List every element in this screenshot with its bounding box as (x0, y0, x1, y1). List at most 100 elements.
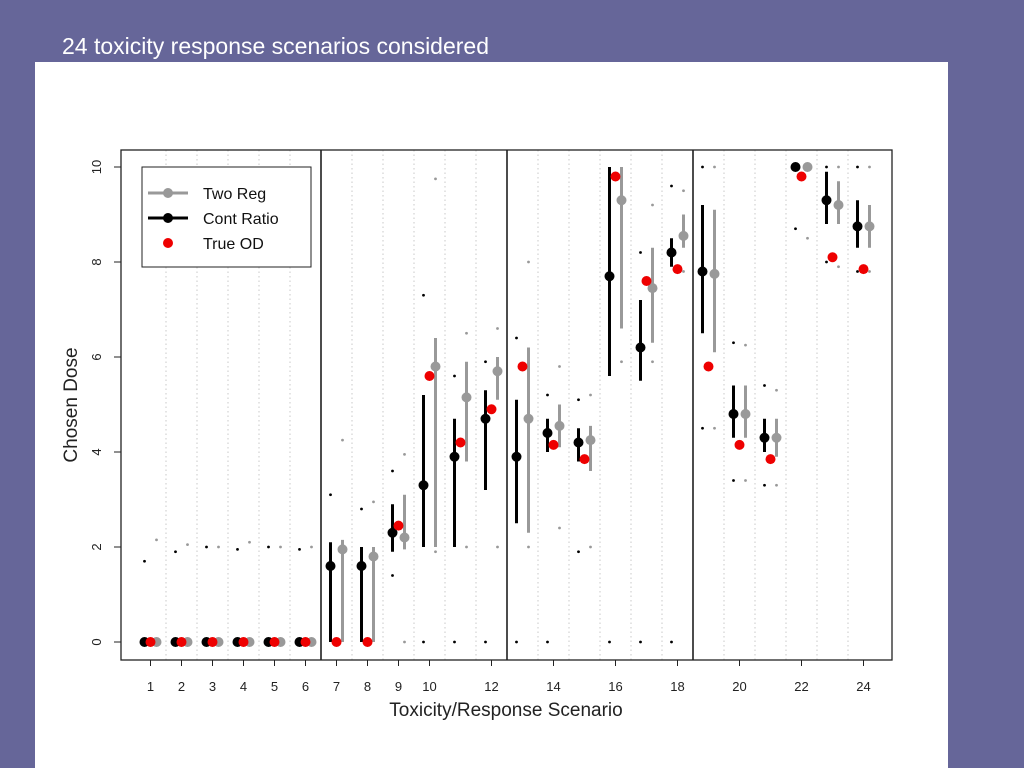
true-od-point (641, 276, 652, 286)
cont-ratio-min-mark (670, 640, 673, 644)
y-tick-label: 0 (89, 638, 104, 645)
two-reg-point (802, 162, 813, 172)
cont-ratio-point (325, 561, 336, 571)
true-od-point (269, 637, 280, 647)
legend-label-two-reg: Two Reg (203, 186, 266, 203)
cont-ratio-point (759, 432, 770, 443)
cont-ratio-min-mark (422, 640, 425, 644)
two-reg-point (864, 221, 875, 232)
cont-ratio-point (542, 428, 553, 438)
y-tick-label: 10 (89, 160, 104, 174)
legend-label-cont-ratio: Cont Ratio (203, 211, 279, 228)
cont-ratio-min-mark (794, 227, 797, 231)
two-reg-max-mark (465, 331, 468, 335)
x-tick-label: 2 (178, 679, 185, 694)
cont-ratio-min-mark (391, 574, 394, 577)
cont-ratio-point (821, 195, 832, 206)
two-reg-max-mark (279, 545, 282, 549)
two-reg-min-mark (868, 270, 871, 273)
true-od-point (207, 637, 218, 647)
two-reg-min-mark (713, 426, 716, 430)
true-od-point (548, 439, 559, 450)
two-reg-point (554, 420, 565, 431)
cont-ratio-point (387, 527, 398, 538)
x-tick-label: 18 (670, 679, 684, 694)
true-od-point (765, 454, 776, 465)
two-reg-max-mark (248, 540, 251, 544)
y-axis-title: Chosen Dose (61, 347, 82, 462)
cont-ratio-max-mark (484, 360, 487, 364)
cont-ratio-point (511, 451, 522, 462)
two-reg-max-mark (341, 438, 344, 442)
cont-ratio-min-mark (205, 545, 208, 549)
legend-marker-true-od (163, 238, 173, 248)
two-reg-max-mark (682, 189, 685, 193)
cont-ratio-max-mark (701, 165, 704, 169)
cont-ratio-point (573, 437, 584, 448)
two-reg-point (647, 283, 658, 294)
two-reg-point (461, 392, 472, 403)
two-reg-min-mark (496, 545, 499, 549)
cont-ratio-min-mark (298, 547, 301, 551)
x-tick-label: 8 (364, 679, 371, 694)
two-reg-min-mark (403, 640, 406, 644)
two-reg-point (833, 200, 844, 210)
two-reg-point (492, 366, 503, 377)
x-tick-label: 10 (422, 679, 436, 694)
cont-ratio-min-mark (732, 479, 735, 482)
two-reg-point (585, 435, 596, 446)
true-od-point (517, 361, 528, 372)
x-tick-label: 20 (732, 679, 746, 694)
true-od-point (486, 404, 497, 415)
x-tick-label: 22 (794, 679, 808, 694)
two-reg-max-mark (558, 365, 561, 368)
cont-ratio-min-mark (360, 507, 363, 511)
cont-ratio-min-mark (639, 640, 642, 644)
two-reg-min-mark (434, 550, 437, 554)
two-reg-point (771, 432, 782, 443)
two-reg-point (368, 551, 379, 562)
two-reg-point (337, 544, 348, 555)
cont-ratio-point (449, 451, 460, 462)
cont-ratio-point (604, 271, 615, 282)
cont-ratio-max-mark (422, 293, 425, 297)
x-tick-label: 12 (484, 679, 498, 694)
cont-ratio-max-mark (453, 374, 456, 378)
cont-ratio-max-mark (639, 251, 642, 254)
two-reg-min-mark (806, 236, 809, 240)
cont-ratio-min-mark (763, 483, 766, 487)
legend-marker-two-reg (163, 188, 173, 198)
two-reg-max-mark (868, 165, 871, 169)
legend: Two Reg Cont Ratio True OD (141, 166, 312, 268)
two-reg-point (523, 413, 534, 424)
y-tick-label: 2 (89, 543, 104, 550)
marks-layer (139, 162, 875, 647)
x-tick-label: 24 (856, 679, 870, 694)
true-od-point (362, 637, 373, 647)
cont-ratio-min-mark (825, 260, 828, 264)
two-reg-max-mark (310, 545, 313, 549)
cont-ratio-max-mark (825, 165, 828, 169)
cont-ratio-min-mark (577, 550, 580, 554)
legend-label-true-od: True OD (203, 236, 264, 253)
x-tick-label: 9 (395, 679, 402, 694)
two-reg-min-mark (620, 360, 623, 364)
two-reg-max-mark (372, 500, 375, 504)
cont-ratio-point (356, 561, 367, 571)
true-od-point (300, 637, 311, 647)
y-tick-label: 4 (89, 448, 104, 455)
cont-ratio-max-mark (391, 469, 394, 473)
cont-ratio-min-mark (236, 547, 239, 551)
grid-layer (165, 150, 849, 660)
two-reg-min-mark (744, 479, 747, 482)
two-reg-min-mark (837, 265, 840, 269)
cont-ratio-max-mark (856, 165, 859, 169)
true-od-point (579, 454, 590, 465)
two-reg-max-mark (775, 388, 778, 392)
x-tick-label: 14 (546, 679, 560, 694)
two-reg-min-mark (682, 270, 685, 273)
true-od-point (672, 264, 683, 275)
cont-ratio-point (728, 409, 739, 419)
two-reg-max-mark (527, 260, 530, 264)
